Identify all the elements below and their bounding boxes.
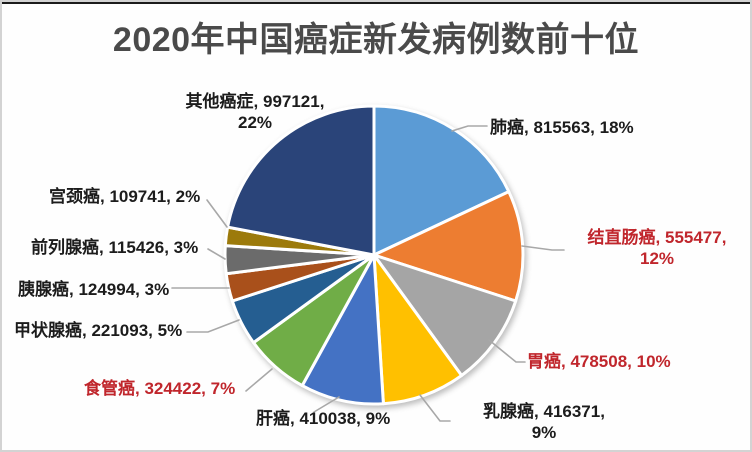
slice-label-breast-cancer: 乳腺癌, 416371, 9%: [444, 401, 644, 443]
pie-slice-breast-cancer: [372, 253, 464, 406]
slice-label-line: 胰腺癌, 124994, 3%: [18, 280, 170, 299]
pie-slice-other-cancers: [226, 104, 376, 257]
slice-label-colorectal-cancer: 结直肠癌, 555477, 12%: [566, 227, 748, 269]
pie-slice-liver-cancer: [300, 253, 385, 406]
leader-line-lung-cancer: [451, 125, 488, 132]
pie-slices: [223, 104, 525, 406]
pie-slice-lung-cancer: [372, 104, 511, 257]
leader-line-thyroid-cancer: [186, 319, 240, 333]
slice-label-lung-cancer: 肺癌, 815563, 18%: [490, 117, 634, 138]
slice-label-stomach-cancer: 胃癌, 478508, 10%: [527, 351, 671, 372]
slice-label-line: 宫颈癌, 109741, 2%: [49, 187, 201, 206]
slice-label-line: 甲状腺癌, 221093, 5%: [14, 321, 183, 340]
slice-label-line: 胃癌, 478508, 10%: [527, 352, 671, 371]
slice-label-line: 肺癌, 815563, 18%: [490, 118, 634, 137]
slice-label-line: 22%: [237, 113, 273, 132]
slice-label-line: 前列腺癌, 115426, 3%: [31, 238, 199, 257]
slice-label-line: 食管癌, 324422, 7%: [84, 379, 236, 398]
pie-slice-stomach-cancer: [372, 253, 518, 377]
slice-label-line: 12%: [639, 249, 675, 268]
slice-label-pancreatic-cancer: 胰腺癌, 124994, 3%: [18, 279, 169, 300]
leader-line-liver-cancer: [313, 396, 340, 413]
chart-title: 2020年中国癌症新发病例数前十位: [112, 21, 640, 59]
leader-line-colorectal-cancer: [521, 245, 565, 251]
leader-lines: [171, 125, 565, 422]
slice-label-line: 乳腺癌, 416371,: [483, 402, 605, 421]
slice-label-line: 9%: [531, 423, 557, 442]
leader-line-prostate-cancer: [207, 248, 226, 260]
slice-label-other-cancers: 其他癌症, 997121, 22%: [150, 91, 360, 133]
leader-line-breast-cancer: [419, 394, 451, 422]
slice-label-esophageal-cancer: 食管癌, 324422, 7%: [84, 378, 235, 399]
slice-label-liver-cancer: 肝癌, 410038, 9%: [256, 408, 390, 429]
slice-label-cervical-cancer: 宫颈癌, 109741, 2%: [49, 186, 200, 207]
slice-label-line: 其他癌症, 997121,: [185, 92, 325, 111]
leader-line-stomach-cancer: [488, 339, 526, 363]
slice-label-thyroid-cancer: 甲状腺癌, 221093, 5%: [14, 320, 182, 341]
leader-line-cervical-cancer: [206, 199, 228, 228]
slice-label-line: 肝癌, 410038, 9%: [256, 409, 391, 428]
slice-label-prostate-cancer: 前列腺癌, 115426, 3%: [31, 237, 198, 258]
leader-line-esophageal-cancer: [245, 368, 273, 392]
slice-label-line: 结直肠癌, 555477,: [587, 228, 727, 247]
